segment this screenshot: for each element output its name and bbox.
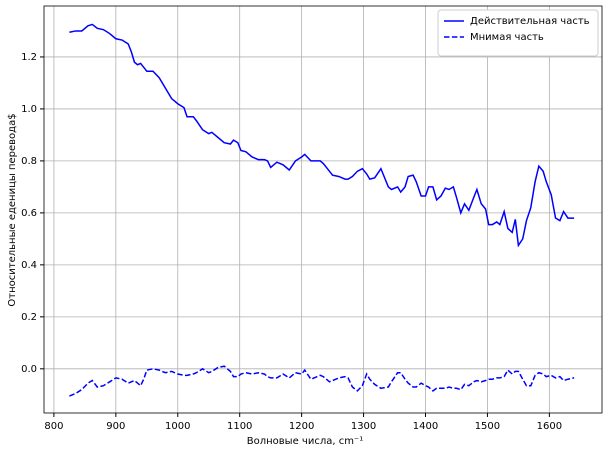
x-tick-label: 1300 <box>351 421 376 432</box>
y-tick-label: 1.0 <box>21 104 37 115</box>
x-tick-label: 900 <box>106 421 125 432</box>
y-tick-label: 1.2 <box>21 52 37 63</box>
x-tick-label: 1100 <box>227 421 252 432</box>
x-axis-label: Волновые числа, cm⁻¹ <box>247 436 363 447</box>
data-line <box>69 365 575 397</box>
y-tick-label: 0.0 <box>21 364 37 375</box>
x-tick-label: 1600 <box>537 421 562 432</box>
x-tick-label: 1000 <box>165 421 190 432</box>
plot-frame <box>43 5 603 414</box>
y-axis-label: Относительные еденицы перевода$ <box>7 113 18 306</box>
y-tick-label: 0.6 <box>21 208 37 219</box>
x-tick-label: 1500 <box>475 421 500 432</box>
y-tick-label: 0.2 <box>21 312 37 323</box>
legend-box <box>437 9 599 57</box>
legend-label: Мнимая часть <box>470 32 544 43</box>
x-tick-label: 1400 <box>413 421 438 432</box>
y-tick-label: 0.8 <box>21 156 37 167</box>
y-tick-label: 0.4 <box>21 260 37 271</box>
legend-label: Действительная часть <box>470 16 590 27</box>
x-tick-label: 800 <box>44 421 63 432</box>
x-tick-label: 1200 <box>289 421 314 432</box>
data-line <box>69 23 575 248</box>
